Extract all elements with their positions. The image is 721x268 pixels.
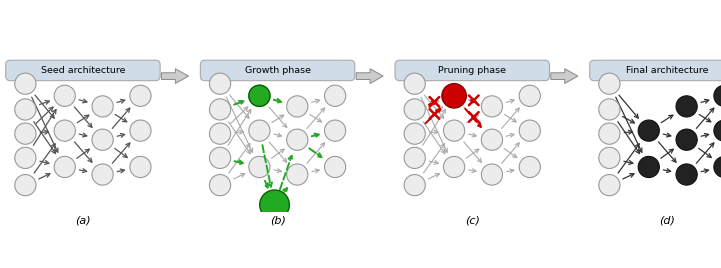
Circle shape <box>54 85 76 106</box>
Circle shape <box>130 85 151 106</box>
FancyBboxPatch shape <box>395 60 549 81</box>
Circle shape <box>482 164 503 185</box>
Circle shape <box>324 85 346 106</box>
Circle shape <box>14 147 36 169</box>
Circle shape <box>598 123 620 144</box>
Circle shape <box>714 85 721 106</box>
Text: (a): (a) <box>75 215 91 225</box>
Circle shape <box>249 85 270 106</box>
Circle shape <box>443 85 465 106</box>
Circle shape <box>210 147 231 169</box>
Text: Final architecture: Final architecture <box>626 66 708 75</box>
Circle shape <box>210 99 231 120</box>
Circle shape <box>54 156 76 178</box>
Circle shape <box>598 73 620 94</box>
Circle shape <box>287 96 308 117</box>
Circle shape <box>442 84 466 108</box>
Circle shape <box>598 147 620 169</box>
Circle shape <box>404 73 425 94</box>
Circle shape <box>638 156 659 178</box>
Circle shape <box>676 96 697 117</box>
Text: (d): (d) <box>659 215 675 225</box>
Circle shape <box>519 120 541 141</box>
Circle shape <box>249 156 270 178</box>
FancyBboxPatch shape <box>590 60 721 81</box>
Circle shape <box>638 120 659 141</box>
Circle shape <box>482 96 503 117</box>
Circle shape <box>443 120 465 141</box>
Circle shape <box>92 96 113 117</box>
Circle shape <box>519 85 541 106</box>
Circle shape <box>14 99 36 120</box>
Circle shape <box>404 147 425 169</box>
Circle shape <box>210 123 231 144</box>
Circle shape <box>404 99 425 120</box>
FancyBboxPatch shape <box>6 60 160 81</box>
Circle shape <box>249 120 270 141</box>
Circle shape <box>92 129 113 150</box>
Text: Seed architecture: Seed architecture <box>40 66 125 75</box>
FancyBboxPatch shape <box>200 60 355 81</box>
Circle shape <box>676 129 697 150</box>
Circle shape <box>260 190 289 220</box>
Circle shape <box>714 156 721 178</box>
Circle shape <box>130 156 151 178</box>
Text: (c): (c) <box>465 215 479 225</box>
Circle shape <box>598 99 620 120</box>
Circle shape <box>249 85 270 106</box>
Text: Growth phase: Growth phase <box>244 66 311 75</box>
Circle shape <box>324 156 346 178</box>
Circle shape <box>443 156 465 178</box>
Circle shape <box>210 73 231 94</box>
Circle shape <box>714 120 721 141</box>
Circle shape <box>404 123 425 144</box>
Circle shape <box>287 129 308 150</box>
Circle shape <box>54 120 76 141</box>
Circle shape <box>92 164 113 185</box>
Circle shape <box>14 73 36 94</box>
Circle shape <box>482 129 503 150</box>
Text: Pruning phase: Pruning phase <box>438 66 506 75</box>
Circle shape <box>404 174 425 196</box>
Circle shape <box>676 164 697 185</box>
Circle shape <box>14 174 36 196</box>
Circle shape <box>324 120 346 141</box>
Circle shape <box>14 123 36 144</box>
Circle shape <box>598 174 620 196</box>
Text: (b): (b) <box>270 215 286 225</box>
Circle shape <box>519 156 541 178</box>
Circle shape <box>210 174 231 196</box>
Circle shape <box>287 164 308 185</box>
Circle shape <box>130 120 151 141</box>
